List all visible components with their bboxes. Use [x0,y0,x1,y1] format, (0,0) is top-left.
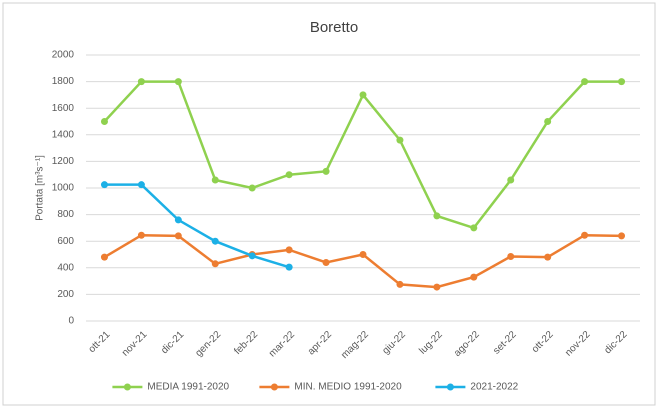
data-point [100,181,108,189]
y-tick-label: 0 [68,316,74,327]
data-point [507,252,515,260]
data-point [174,216,182,224]
data-point [507,176,515,184]
series-line [104,183,290,269]
data-point [137,231,145,239]
data-point [248,252,256,260]
data-point [470,224,478,232]
data-point [433,283,441,291]
data-point [285,171,293,179]
data-point [581,231,589,239]
legend-marker [446,383,454,391]
data-point [359,91,367,99]
legend-label: MIN. MEDIO 1991-2020 [294,382,402,393]
data-point [618,232,626,240]
y-tick-label: 400 [57,262,74,273]
data-point [618,78,626,86]
data-point [470,273,478,281]
data-point [174,232,182,240]
data-point [433,212,441,220]
data-point [396,280,404,288]
y-tick-label: 1000 [52,183,75,194]
y-tick-label: 2000 [52,50,75,61]
legend-label: MEDIA 1991-2020 [147,382,229,393]
data-point [581,78,589,86]
data-point [544,253,552,261]
data-point [285,263,293,271]
y-tick-label: 200 [57,289,74,300]
data-point [322,258,330,266]
data-point [359,251,367,258]
y-tick-label: 1600 [52,103,75,114]
data-point [544,118,552,125]
data-point [137,78,145,86]
data-point [211,260,219,268]
chart-title: Boretto [310,19,358,36]
data-point [285,246,293,254]
data-point [100,253,108,261]
y-tick-label: 1800 [52,76,75,87]
chart-frame [2,2,656,406]
legend-label: 2021-2022 [470,382,518,393]
y-axis-label: Portata [m³s⁻¹] [35,155,46,221]
y-tick-label: 1200 [52,156,75,167]
y-tick-label: 800 [57,209,74,220]
data-point [174,78,182,86]
data-point [322,167,330,175]
y-tick-label: 600 [57,236,74,247]
legend-marker [123,383,131,391]
data-point [211,237,219,245]
y-tick-label: 1400 [52,129,75,140]
data-point [396,136,404,144]
legend-marker [270,383,278,391]
data-point [211,176,219,184]
data-point [137,181,145,189]
data-point [100,118,108,125]
data-point [248,184,256,192]
